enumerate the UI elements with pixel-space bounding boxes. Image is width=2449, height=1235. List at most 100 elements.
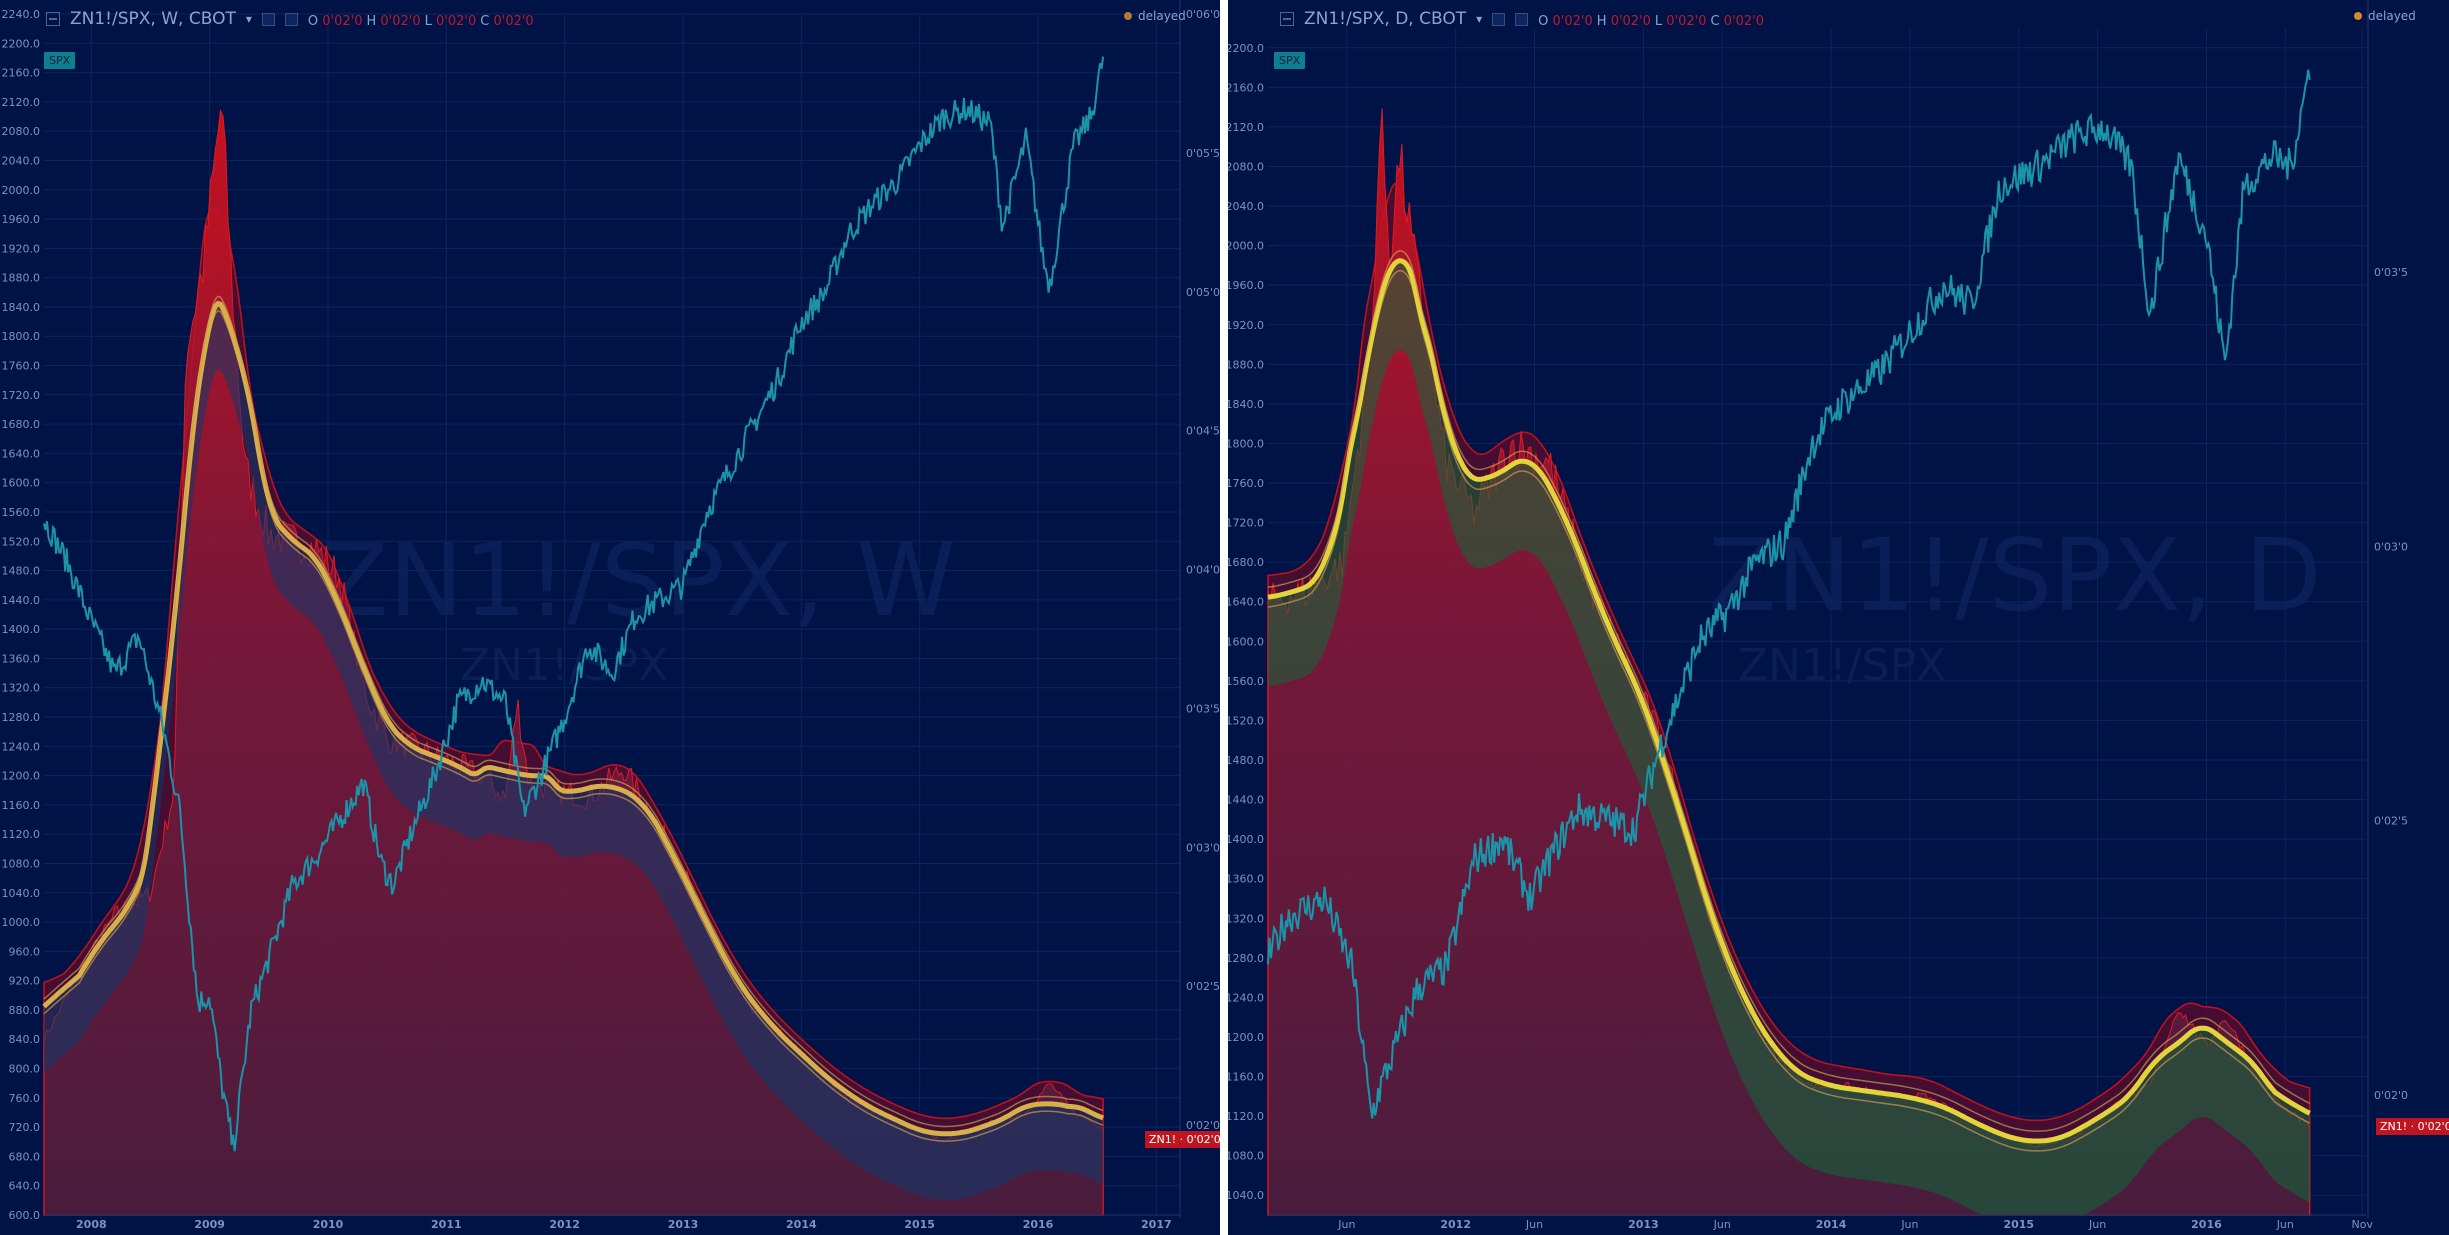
left-axis-tick: 1120.0 — [1228, 1110, 1264, 1123]
chart-header: ZN1!/SPX, D, CBOT ▾ O 0'02'0 H 0'02'0 L 0'… — [1280, 6, 1768, 32]
left-price-axis[interactable]: 2200.0 2160.0 2120.0 2080.0 2040.0 2000.0 1960… — [1228, 42, 1264, 1202]
chevron-down-icon[interactable]: ▾ — [1476, 12, 1483, 26]
settings-square-icon[interactable] — [261, 12, 275, 26]
time-axis[interactable]: 2008 2009 2010 2011 2012 2013 2014 2015 2016 2017 — [44, 1214, 1180, 1231]
right-axis-tick: 0'03'0 — [1186, 841, 1220, 854]
chevron-down-icon[interactable]: ▾ — [245, 12, 252, 26]
time-axis-tick: Jun — [1337, 1218, 1355, 1231]
right-axis-tick: 0'04'0 — [1186, 564, 1220, 577]
time-axis-tick: 2013 — [668, 1218, 699, 1231]
ohlc-value-l: 0'02'0 — [436, 13, 477, 29]
collapse-icon[interactable] — [1280, 12, 1294, 26]
left-axis-tick: 720.0 — [9, 1121, 41, 1134]
watermark: ZN1!/SPX, D ZN1!/SPX — [1708, 517, 2322, 691]
symbol-title[interactable]: ZN1!/SPX, W, CBOT — [70, 9, 236, 29]
time-axis-tick: 2014 — [1816, 1218, 1847, 1231]
left-axis-tick: 2120.0 — [2, 96, 41, 109]
ohlc-value-o: 0'02'0 — [322, 13, 363, 29]
watermark: ZN1!/SPX, W ZN1!/SPX — [320, 522, 955, 691]
trend-shading — [1268, 260, 2310, 1215]
right-axis-tick: 0'05'5 — [1186, 147, 1220, 160]
status-dot-icon — [1124, 12, 1132, 20]
right-axis-tick: 0'06'0 — [1186, 8, 1220, 21]
left-axis-tick: 1520.0 — [1228, 714, 1264, 727]
right-price-axis[interactable]: 0'06'0 0'05'5 0'05'0 0'04'5 0'04'0 0'03'5 0'03… — [1179, 0, 1220, 1218]
moving-average-band — [43, 310, 1104, 1142]
spx-series-badge[interactable]: SPX — [44, 52, 76, 69]
weekly-chart-canvas[interactable]: ZN1!/SPX, W ZN1!/SPX 2240.02200.02160.02… — [0, 0, 1220, 1235]
time-axis-tick: 2015 — [2003, 1218, 2034, 1231]
daily-chart-canvas[interactable]: ZN1!/SPX, D ZN1!/SPX 2200.02160.02120.02… — [1228, 0, 2449, 1235]
time-axis-tick: 2010 — [313, 1218, 344, 1231]
left-axis-tick: 1120.0 — [2, 828, 41, 841]
right-axis-tick: 0'03'0 — [2374, 540, 2408, 553]
time-axis-tick: 2009 — [194, 1218, 225, 1231]
delayed-label: delayed — [2368, 9, 2416, 23]
time-axis-tick: 2014 — [786, 1218, 817, 1231]
left-axis-tick: 2120.0 — [1228, 121, 1264, 134]
left-axis-tick: 1040.0 — [1228, 1189, 1264, 1202]
left-axis-tick: 1360.0 — [1228, 873, 1264, 886]
delayed-status: delayed — [1124, 9, 1186, 23]
time-axis-tick: 2017 — [1141, 1218, 1172, 1231]
time-axis-tick: Jun — [1900, 1218, 1918, 1231]
ohlc-key-h: H — [1596, 13, 1611, 29]
left-axis-tick: 640.0 — [9, 1180, 41, 1193]
left-axis-tick: 1040.0 — [2, 887, 41, 900]
watermark-main: ZN1!/SPX, D — [1708, 517, 2322, 634]
left-axis-tick: 2000.0 — [1228, 240, 1264, 253]
right-axis-tick: 0'05'0 — [1186, 286, 1220, 299]
symbol-title[interactable]: ZN1!/SPX, D, CBOT — [1304, 9, 1467, 29]
left-axis-tick: 1720.0 — [2, 389, 41, 402]
ohlc-value-o: 0'02'0 — [1552, 13, 1593, 29]
time-axis[interactable]: Jun 2012 Jun 2013 Jun 2014 Jun 2015 Jun 2016 Jun No… — [1268, 1214, 2373, 1231]
time-axis-tick: 2008 — [76, 1218, 107, 1231]
time-axis-tick: Jun — [1713, 1218, 1731, 1231]
left-axis-tick: 800.0 — [9, 1063, 41, 1076]
left-axis-tick: 1280.0 — [2, 711, 41, 724]
left-axis-tick: 1520.0 — [2, 535, 41, 548]
left-axis-tick: 1400.0 — [2, 623, 41, 636]
left-axis-tick: 1720.0 — [1228, 517, 1264, 530]
compare-square-icon[interactable] — [1515, 12, 1529, 26]
moving-average-band — [1267, 258, 2311, 1144]
moving-average-band — [1267, 250, 2311, 1132]
delayed-status: delayed — [2354, 9, 2416, 23]
ohlc-readout: O 0'02'0 H 0'02'0 L 0'02'0 C 0'02'0 — [308, 10, 538, 29]
ohlc-value-h: 0'02'0 — [1610, 13, 1651, 29]
left-axis-tick: 1880.0 — [2, 272, 41, 285]
left-axis-tick: 1160.0 — [2, 799, 41, 812]
left-axis-tick: 600.0 — [9, 1209, 41, 1222]
watermark-sub: ZN1!/SPX — [460, 640, 668, 691]
left-axis-tick: 1600.0 — [2, 477, 41, 490]
weekly-chart-panel[interactable]: ZN1!/SPX, W ZN1!/SPX 2240.0 2200.0 2160.0 2… — [0, 0, 1220, 1235]
left-axis-tick: 1680.0 — [1228, 556, 1264, 569]
compare-square-icon[interactable] — [284, 12, 298, 26]
ohlc-readout: O 0'02'0 H 0'02'0 L 0'02'0 C 0'02'0 — [1538, 10, 1768, 29]
ohlc-key-l: L — [424, 13, 437, 29]
left-axis-tick: 840.0 — [9, 1033, 41, 1046]
time-axis-tick: 2016 — [2191, 1218, 2222, 1231]
right-axis-tick: 0'03'5 — [2374, 266, 2408, 279]
settings-square-icon[interactable] — [1492, 12, 1506, 26]
collapse-icon[interactable] — [46, 12, 60, 26]
left-axis-tick: 1440.0 — [2, 594, 41, 607]
left-axis-tick: 2000.0 — [2, 184, 41, 197]
left-axis-tick: 1560.0 — [2, 506, 41, 519]
left-price-axis[interactable]: 2240.0 2200.0 2160.0 2120.0 2080.0 2040.0 2000… — [2, 8, 41, 1222]
spx-series-badge[interactable]: SPX — [1274, 52, 1306, 69]
left-axis-tick: 1400.0 — [1228, 833, 1264, 846]
left-axis-tick: 1080.0 — [1228, 1150, 1264, 1163]
left-axis-tick: 2160.0 — [1228, 81, 1264, 94]
left-axis-tick: 960.0 — [9, 945, 41, 958]
left-axis-tick: 1240.0 — [2, 740, 41, 753]
left-axis-tick: 2040.0 — [2, 154, 41, 167]
left-axis-tick: 1480.0 — [1228, 754, 1264, 767]
left-axis-tick: 1920.0 — [2, 242, 41, 255]
left-axis-tick: 1320.0 — [1228, 912, 1264, 925]
daily-chart-panel[interactable]: ZN1!/SPX, D ZN1!/SPX 2200.0 2160.0 2120.0 2… — [1228, 0, 2449, 1235]
right-axis-tick: 0'03'5 — [1186, 702, 1220, 715]
right-price-axis[interactable]: 0'03'5 0'03'0 0'02'5 0'02'0 — [2367, 0, 2408, 1218]
ohlc-key-c: C — [1710, 13, 1724, 29]
